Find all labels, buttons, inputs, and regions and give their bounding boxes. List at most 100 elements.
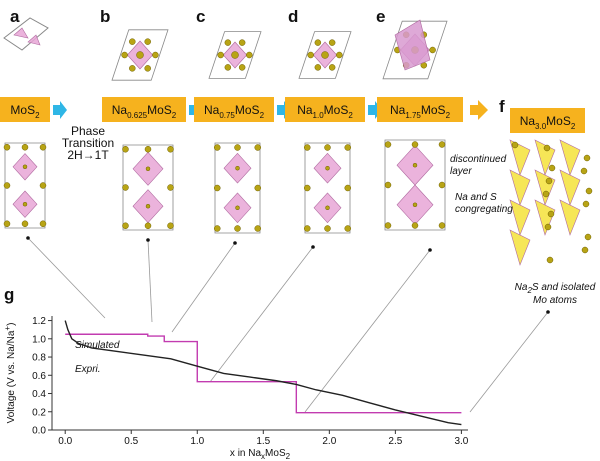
atom: [325, 205, 330, 211]
atom: [307, 51, 314, 59]
atom: [547, 210, 555, 218]
arrow: [53, 101, 67, 119]
atom: [438, 141, 446, 148]
x-axis-label-part: 2: [286, 452, 291, 461]
formula: MoS2: [10, 103, 40, 120]
formula-part: Na: [204, 103, 220, 117]
formula: Na1.0MoS2: [297, 103, 353, 120]
formula-part: Na: [112, 103, 128, 117]
atom: [224, 39, 232, 46]
leader-dot: [546, 310, 550, 314]
formula-part: MoS: [421, 103, 446, 117]
formula-part: 0.625: [127, 111, 148, 120]
formula-box: [102, 97, 186, 122]
panel-label: d: [288, 7, 298, 26]
x-axis-label-part: x in Na: [230, 448, 262, 459]
cell: [214, 142, 261, 234]
leader-line: [304, 249, 431, 413]
atom: [167, 222, 174, 229]
formula-box: [0, 97, 50, 122]
atom: [314, 39, 322, 46]
x-tick-label: 1.5: [256, 436, 270, 447]
panel-label: c: [196, 7, 205, 26]
atom: [584, 233, 592, 241]
cell: [384, 139, 446, 231]
atom: [144, 222, 152, 229]
x-tick-label: 2.5: [388, 436, 402, 447]
atom: [122, 184, 129, 191]
formula-part: 2: [172, 111, 177, 120]
atom: [254, 144, 261, 151]
atom: [238, 64, 246, 71]
x-tick-label: 0.0: [58, 436, 72, 447]
annotation: discontinued: [450, 154, 507, 165]
atom: [585, 187, 593, 195]
atom: [429, 46, 436, 54]
y-tick-label: 0.8: [32, 353, 46, 364]
atom: [235, 205, 240, 211]
annotation-part: 2: [526, 286, 532, 295]
atom: [511, 141, 519, 149]
atom: [167, 146, 174, 153]
atom: [583, 154, 591, 162]
atom: [129, 38, 136, 45]
leader-line: [209, 246, 314, 383]
annotation: Mo atoms: [533, 295, 577, 306]
atom: [3, 220, 11, 227]
formula-part: Na: [520, 114, 536, 128]
atom: [344, 144, 351, 151]
formula-part: MoS: [147, 103, 172, 117]
x-axis-label: x in NaxMoS2: [230, 448, 291, 461]
y-axis-label-part: Voltage (V vs. Na/Na: [6, 330, 17, 423]
leader-line: [147, 239, 153, 323]
panel-label: e: [376, 7, 385, 26]
annotation: congregating: [455, 204, 513, 215]
atom: [384, 141, 392, 148]
atom: [344, 225, 351, 232]
y-axis-label: Voltage (V vs. Na/Na+): [3, 323, 17, 424]
polyhedron: [394, 19, 431, 71]
atom: [238, 39, 246, 46]
atom: [144, 146, 152, 153]
polyhedron: [509, 139, 531, 176]
atom: [314, 64, 322, 71]
atom: [39, 182, 47, 189]
y-tick-label: 0.4: [32, 389, 46, 400]
x-tick-label: 0.5: [124, 436, 138, 447]
atom: [39, 144, 47, 151]
atom: [235, 165, 240, 171]
atom: [231, 51, 239, 59]
formula: Na1.75MoS2: [390, 103, 451, 120]
structures: [3, 17, 593, 413]
formula: Na0.75MoS2: [204, 103, 265, 120]
formula-part: 2: [348, 111, 353, 120]
atom: [544, 223, 552, 231]
formula-part: 2: [446, 111, 451, 120]
formula-box: [377, 97, 463, 122]
polyhedron: [559, 199, 581, 236]
atom: [129, 65, 136, 72]
cell: [208, 31, 262, 79]
annotation-part: Na: [515, 282, 528, 293]
atom: [546, 256, 554, 264]
atom: [3, 182, 11, 189]
polyhedron: [509, 229, 531, 266]
leader-dot: [311, 245, 315, 249]
x-tick-label: 3.0: [454, 436, 468, 447]
y-axis-label-part: +: [3, 326, 12, 331]
x-tick-label: 1.0: [190, 436, 204, 447]
atom: [3, 144, 11, 151]
polyhedron: [534, 199, 556, 236]
atom: [21, 144, 29, 151]
formula-box: [510, 108, 585, 133]
legend-label: Simulated: [75, 340, 120, 351]
formula-part: Na: [390, 103, 406, 117]
cell: [298, 31, 352, 79]
polyhedron: [13, 27, 29, 39]
atom: [412, 162, 418, 168]
atom: [411, 141, 419, 148]
formula: Na0.625MoS2: [112, 103, 177, 120]
legend-label: Expri.: [75, 364, 101, 375]
polyhedron: [559, 139, 581, 176]
